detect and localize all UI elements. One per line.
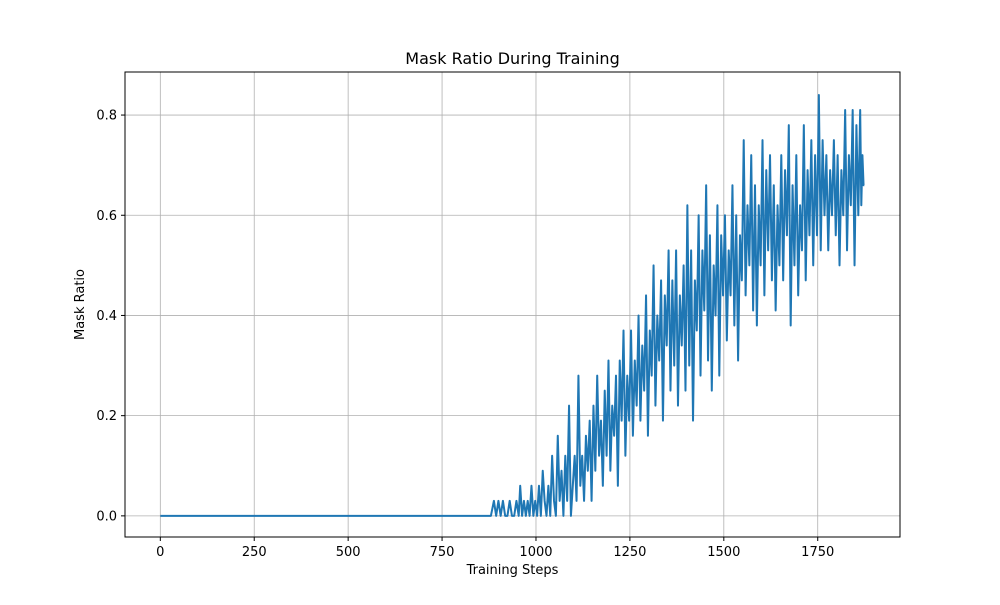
mask-ratio-line xyxy=(160,94,865,517)
y-tick-label: 0.8 xyxy=(96,109,117,124)
y-axis-ticks: 0.0 0.2 0.4 0.6 0.8 xyxy=(96,109,125,524)
x-tick-label: 1750 xyxy=(801,545,834,560)
series-layer xyxy=(160,94,865,517)
y-tick-label: 0.2 xyxy=(96,409,117,424)
y-tick-label: 0.6 xyxy=(96,209,117,224)
x-tick-label: 500 xyxy=(336,545,361,560)
x-tick-label: 1250 xyxy=(613,545,646,560)
x-axis-label: Training Steps xyxy=(466,563,559,578)
x-tick-label: 1500 xyxy=(707,545,740,560)
y-tick-label: 0.4 xyxy=(96,309,117,324)
x-tick-label: 250 xyxy=(242,545,267,560)
x-tick-label: 750 xyxy=(430,545,455,560)
chart-title: Mask Ratio During Training xyxy=(405,49,619,68)
y-tick-label: 0.0 xyxy=(96,509,117,524)
x-tick-label: 1000 xyxy=(519,545,552,560)
x-tick-label: 0 xyxy=(156,545,164,560)
y-axis-label: Mask Ratio xyxy=(73,269,88,340)
plot-frame xyxy=(124,71,901,538)
x-axis-ticks: 0 250 500 750 1000 1250 1500 1750 xyxy=(156,537,834,560)
